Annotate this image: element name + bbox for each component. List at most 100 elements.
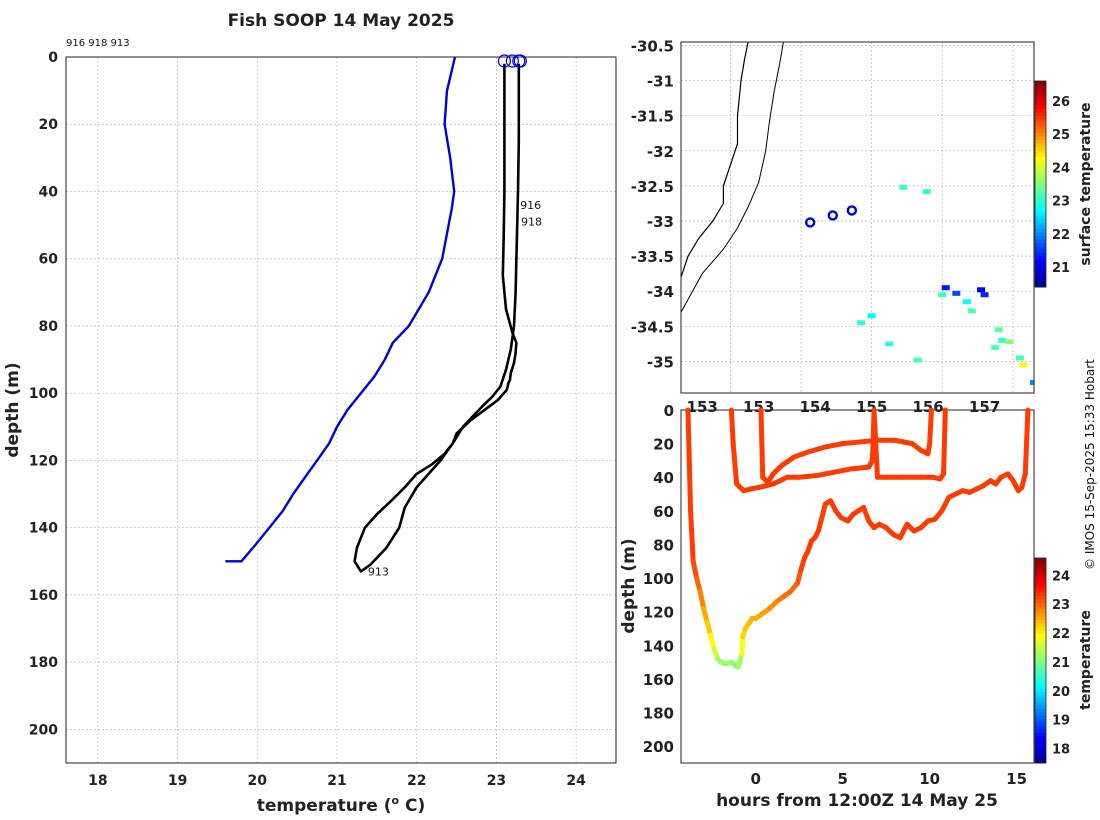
colorbar-segment xyxy=(1035,663,1046,668)
sst-patch xyxy=(941,285,950,291)
colorbar-segment xyxy=(1035,609,1046,614)
colorbar-segment xyxy=(1035,208,1046,212)
section-segment-tow1 xyxy=(939,494,952,514)
colorbar-segment xyxy=(1035,561,1046,566)
colorbar-segment xyxy=(1035,184,1046,188)
section-y-tick-label: 160 xyxy=(643,671,674,689)
x-tick-label: 20 xyxy=(248,773,268,789)
x-axis-label-main: temperature ( xyxy=(257,796,392,816)
colorbar-segment xyxy=(1035,159,1046,164)
sst-patch xyxy=(938,292,947,298)
section-segment-tow3 xyxy=(822,441,846,450)
colorbar-segment xyxy=(1035,722,1046,726)
y-tick-label: 200 xyxy=(29,722,58,738)
section-segment-tow1 xyxy=(697,589,707,611)
colorbar-segment xyxy=(1035,725,1046,730)
profile-id-label: 913 xyxy=(368,565,389,578)
map-lat-label: -33.5 xyxy=(631,248,674,266)
sst-patch xyxy=(977,287,986,293)
section-segment-tow3 xyxy=(805,444,828,455)
colorbar-segment xyxy=(1035,170,1046,175)
colorbar-segment xyxy=(1035,732,1046,737)
colorbar-segment xyxy=(1035,718,1046,723)
map-lat-label: -31 xyxy=(647,73,674,91)
map-lon-label: 153 xyxy=(687,398,718,416)
y-tick-label: 140 xyxy=(29,521,58,537)
colorbar-segment xyxy=(1035,616,1046,620)
colorbar-segment xyxy=(1035,132,1046,137)
y-tick-label: 20 xyxy=(39,117,59,133)
colorbar-segment xyxy=(1035,252,1046,257)
section-x-tick-label: 10 xyxy=(919,770,940,788)
map-lon-label: 154 xyxy=(799,398,830,416)
section-segment-tow2 xyxy=(848,464,872,472)
colorbar-tick-label: 21 xyxy=(1052,261,1070,276)
section-segment-tow1 xyxy=(685,407,694,514)
colorbar-segment xyxy=(1035,81,1046,85)
colorbar-segment xyxy=(1035,585,1046,590)
section-y-tick-label: 40 xyxy=(653,469,674,487)
x-tick-label: 18 xyxy=(88,773,107,789)
section-y-tick-label: 120 xyxy=(643,604,674,622)
colorbar-segment xyxy=(1035,558,1046,562)
y-tick-label: 60 xyxy=(39,252,59,268)
colorbar-segment xyxy=(1035,201,1046,206)
colorbar-segment xyxy=(1035,660,1046,665)
colorbar-segment xyxy=(1035,129,1046,133)
colorbar-segment xyxy=(1035,118,1046,123)
colorbar-segment xyxy=(1035,245,1046,250)
series-trace xyxy=(353,63,521,573)
colorbar-segment xyxy=(1035,283,1046,288)
section-frame xyxy=(680,409,1035,764)
coastline xyxy=(681,42,749,278)
sst-patch xyxy=(980,292,989,298)
colorbar-segment xyxy=(1035,228,1046,233)
section-x-tick-label: 5 xyxy=(838,770,848,788)
colorbar-segment xyxy=(1035,646,1046,651)
colorbar-segment xyxy=(1035,190,1046,195)
colorbar-segment xyxy=(1035,581,1046,586)
colorbar-label: temperature xyxy=(1078,610,1094,710)
colorbar-tick-label: 18 xyxy=(1052,743,1070,758)
section-y-tick-label: 200 xyxy=(643,738,674,756)
colorbar-segment xyxy=(1035,622,1046,627)
map-lon-label: 153 xyxy=(743,398,774,416)
colorbar-segment xyxy=(1035,91,1046,96)
section-segment-tow2 xyxy=(796,473,820,480)
colorbar-segment xyxy=(1035,756,1046,761)
colorbar-segment xyxy=(1035,211,1046,216)
section-y-tick-label: 140 xyxy=(643,637,674,655)
colorbar-segment xyxy=(1035,684,1046,689)
x-axis-label: temperature (o C) xyxy=(257,794,426,816)
colorbar-segment xyxy=(1035,115,1046,120)
colorbar-segment xyxy=(1035,711,1046,716)
colorbar-segment xyxy=(1035,687,1046,692)
colorbar-segment xyxy=(1035,173,1046,178)
colorbar-segment xyxy=(1035,629,1046,634)
section-segment-tow2 xyxy=(728,407,736,447)
colorbar-segment xyxy=(1035,588,1046,593)
x-tick-label: 22 xyxy=(407,773,426,789)
colorbar-segment xyxy=(1035,142,1046,147)
colorbar-frame xyxy=(1034,557,1047,764)
section-segment-tow1 xyxy=(688,508,696,564)
x-tick-label: 19 xyxy=(168,773,187,789)
sst-patch xyxy=(1005,339,1014,345)
section-x-tick-label: 15 xyxy=(1006,770,1027,788)
colorbar-tick-label: 23 xyxy=(1052,598,1070,613)
colorbar-segment xyxy=(1035,249,1046,254)
colorbar-segment xyxy=(1035,575,1046,579)
colorbar-segment xyxy=(1035,280,1046,285)
colorbar-tick-label: 23 xyxy=(1052,195,1070,210)
section-segment-tow2 xyxy=(869,441,876,463)
x-tick-label: 21 xyxy=(327,773,346,789)
section-segment-tow2 xyxy=(941,407,948,477)
colorbar-tick-label: 24 xyxy=(1052,569,1070,584)
colorbar-segment xyxy=(1035,242,1046,247)
colorbar-segment xyxy=(1035,595,1046,600)
map-lat-label: -31.5 xyxy=(631,108,674,126)
map-lat-label: -30.5 xyxy=(631,38,674,56)
map-content xyxy=(681,42,1034,385)
section-segment-tow3 xyxy=(927,407,934,447)
